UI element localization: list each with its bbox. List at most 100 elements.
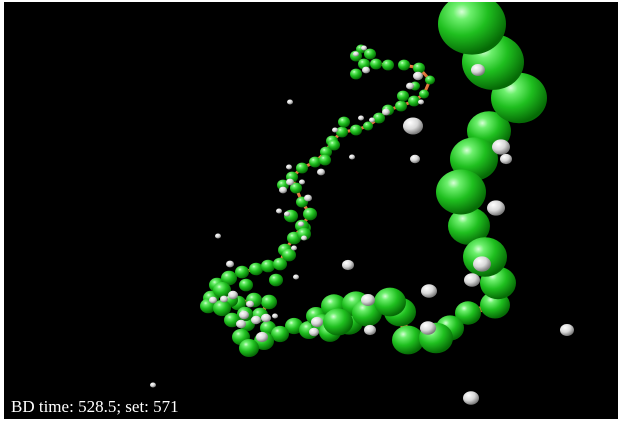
- solvent-particle: [487, 200, 505, 216]
- polymer-bead: [398, 59, 410, 71]
- polymer-bead: [364, 48, 376, 60]
- polymer-bead: [370, 58, 382, 70]
- polymer-bead: [269, 273, 283, 287]
- polymer-bead: [221, 270, 237, 286]
- solvent-particle: [342, 259, 354, 271]
- solvent-particle: [286, 178, 294, 186]
- polymer-bead: [319, 154, 331, 166]
- polymer-bead: [373, 112, 385, 124]
- solvent-particle: [317, 168, 325, 176]
- solvent-particle: [358, 115, 364, 121]
- solvent-particle: [309, 327, 319, 337]
- solvent-particle: [239, 310, 249, 320]
- solvent-particle: [215, 233, 221, 239]
- polymer-bead: [235, 265, 249, 279]
- polymer-bead: [352, 299, 382, 327]
- polymer-bead: [397, 90, 409, 102]
- solvent-particle: [353, 51, 359, 57]
- solvent-particle: [492, 139, 510, 155]
- solvent-particle: [369, 117, 375, 123]
- polymer-bead: [336, 126, 348, 138]
- polymer-bead: [350, 124, 362, 136]
- solvent-particle: [209, 296, 217, 304]
- polymer-bead: [392, 325, 424, 355]
- polymer-bead: [436, 169, 486, 215]
- polymer-bead: [338, 116, 350, 128]
- polymer-bead: [249, 262, 263, 276]
- bd-time-value: 528.5: [78, 397, 117, 416]
- bd-time-label: BD time:: [11, 397, 74, 416]
- polymer-bead: [382, 59, 394, 71]
- polymer-bead: [271, 325, 289, 343]
- polymer-bead: [224, 312, 240, 328]
- solvent-particle: [287, 99, 293, 105]
- solvent-particle: [420, 321, 436, 335]
- polymer-bead: [350, 68, 362, 80]
- solvent-particle: [261, 313, 271, 323]
- set-value: 571: [153, 397, 179, 416]
- polymer-bead: [296, 162, 308, 174]
- solvent-particle: [464, 273, 480, 287]
- simulation-status-text: BD time: 528.5; set: 571: [11, 398, 179, 416]
- solvent-particle: [286, 164, 292, 170]
- solvent-particle-layer: [150, 45, 574, 405]
- status-separator: ;: [116, 397, 122, 416]
- polymer-bead: [261, 294, 277, 310]
- solvent-particle: [382, 108, 390, 116]
- solvent-particle: [560, 324, 574, 336]
- solvent-particle: [251, 315, 261, 325]
- solvent-particle: [418, 99, 424, 105]
- solvent-particle: [236, 319, 246, 329]
- solvent-particle: [471, 64, 485, 76]
- polymer-bead: [297, 227, 311, 241]
- solvent-particle: [150, 382, 156, 388]
- solvent-particle: [279, 186, 287, 194]
- solvent-particle: [362, 66, 370, 74]
- polymer-bead: [395, 100, 407, 112]
- polymer-bead: [261, 259, 275, 273]
- simulation-viewport[interactable]: BD time: 528.5; set: 571: [4, 2, 618, 419]
- solvent-particle: [276, 208, 282, 214]
- solvent-particle: [364, 324, 376, 336]
- solvent-particle: [500, 153, 512, 165]
- polymer-scene[interactable]: [4, 2, 618, 419]
- polymer-bead: [413, 62, 425, 74]
- polymer-bead: [408, 95, 420, 107]
- solvent-particle: [410, 154, 420, 164]
- solvent-particle: [413, 71, 423, 81]
- polymer-bead: [448, 207, 490, 245]
- polymer-bead: [290, 182, 302, 194]
- polymer-bead: [239, 339, 259, 357]
- solvent-particle: [361, 294, 375, 306]
- solvent-particle: [298, 221, 304, 227]
- solvent-particle: [284, 211, 290, 217]
- polymer-bead: [358, 58, 370, 70]
- solvent-particle: [228, 290, 238, 300]
- polymer-bead: [455, 301, 481, 325]
- polymer-bead: [303, 207, 317, 221]
- polymer-bead: [285, 317, 303, 335]
- polymer-bead: [425, 75, 435, 85]
- polymer-bead: [239, 278, 253, 292]
- polymer-bead: [323, 308, 353, 336]
- solvent-particle: [473, 256, 491, 272]
- polymer-bead: [374, 287, 406, 317]
- solvent-particle: [301, 235, 307, 241]
- solvent-particle: [299, 179, 305, 185]
- polymer-bead: [320, 146, 332, 158]
- polymer-bead: [213, 281, 231, 299]
- polymer-bead: [438, 2, 506, 55]
- solvent-particle: [349, 154, 355, 160]
- solvent-particle: [406, 82, 414, 90]
- solvent-particle: [403, 117, 423, 135]
- polymer-bead: [213, 299, 231, 317]
- solvent-particle: [361, 45, 367, 51]
- solvent-particle: [226, 260, 234, 268]
- polymer-bead: [363, 121, 373, 131]
- solvent-particle: [304, 194, 312, 202]
- solvent-particle: [332, 127, 338, 133]
- solvent-particle: [293, 274, 299, 280]
- polymer-bead: [309, 156, 321, 168]
- solvent-particle: [463, 391, 479, 405]
